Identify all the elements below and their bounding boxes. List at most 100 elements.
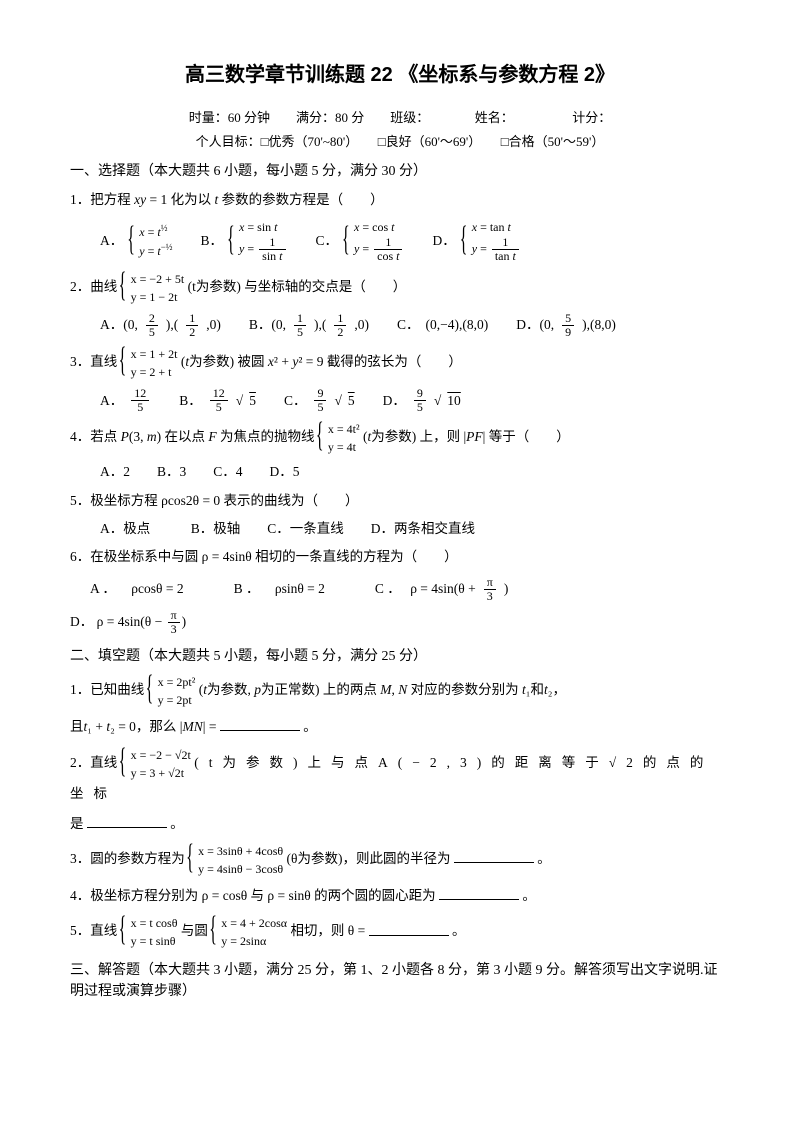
period: 。 [522,888,536,903]
q1-text: 1．把方程 xy = 1 化为以 t 参数的参数方程是（ ） [70,192,384,207]
brace-row: x = 2pt² [158,673,196,691]
q2-prefix: 2．曲线 [70,279,117,294]
f2-prefix: 2．直线 [70,755,117,770]
blank-input[interactable] [439,886,519,900]
opt-text: (0,−4),(8,0) [426,315,489,335]
fill-4: 4．极坐标方程分别为 ρ = cosθ 与 ρ = sinθ 的两个圆的圆心距为… [70,884,730,908]
opt-label: A． [100,231,123,251]
q1-opt-d: D． x = tan t y = 1tan t [432,218,520,263]
opt-text: ρsinθ = 2 [275,579,325,599]
q1-opt-b: B． x = sin t y = 1sin t [201,218,288,263]
f1-prefix: 1．已知曲线 [70,682,144,697]
q2-opt-b: B．(0,15),(12,0) [249,312,369,339]
q3-opt-d: D．95√10 [383,387,461,414]
brace-content: x = tan t y = 1tan t [462,218,521,263]
page-title: 高三数学章节训练题 22 《坐标系与参数方程 2》 [70,60,730,90]
fill-3: 3．圆的参数方程为 x = 3sinθ + 4cosθ y = 4sinθ − … [70,842,730,878]
opt-label: B ． [234,579,260,599]
fill-2b: 是 。 [70,812,730,836]
fill-5: 5．直线 x = t cosθ y = t sinθ 与圆 x = 4 + 2c… [70,914,730,950]
q1-opt-c: C． x = cos t y = 1cos t [316,218,405,263]
meta-line-1: 时量：60 分钟 满分：80 分 班级： 姓名： 计分： [70,108,730,128]
brace-row: x = t cosθ [131,914,178,932]
q3-suffix: (t为参数) 被圆 x² + y² = 9 截得的弦长为（ ） [181,354,462,369]
period: 。 [170,816,184,831]
f3-mid: (θ为参数)，则此圆的半径为 [287,851,451,866]
brace-row: y = 2sinα [221,932,287,950]
brace-row: x = 4t² [328,420,360,438]
question-1: 1．把方程 xy = 1 化为以 t 参数的参数方程是（ ） [70,188,730,212]
fill-2: 2．直线 x = −2 − √2t y = 3 + √2t (t为参数)上与点A… [70,746,730,806]
q6-opt-b: B ． ρsinθ = 2 [234,576,325,603]
q4-suffix: (t为参数) 上，则 |PF| 等于（ ） [363,430,570,445]
q6-opt-a: A ． ρcosθ = 2 [90,576,184,603]
brace-row: y = 4t [328,438,360,456]
q5-options: A．极点 B．极轴 C．一条直线 D．两条相交直线 [70,519,730,539]
period: 。 [537,851,551,866]
opt-label: A ． [90,579,116,599]
q6-options-row1: A ． ρcosθ = 2 B ． ρsinθ = 2 C ． ρ = 4sin… [70,576,730,603]
question-3: 3．直线 x = 1 + 2t y = 2 + t (t为参数) 被圆 x² +… [70,345,730,381]
opt-label: B． [201,231,224,251]
question-6: 6．在极坐标系中与圆 ρ = 4sinθ 相切的一条直线的方程为（ ） [70,545,730,569]
f3-brace: x = 3sinθ + 4cosθ y = 4sinθ − 3cosθ [188,842,283,878]
section-1-header: 一、选择题（本大题共 6 小题，每小题 5 分，满分 30 分） [70,161,730,182]
q6-opt-c: C ． ρ = 4sin(θ + π3) [375,576,508,603]
q2-options: A．(0,25),(12,0) B．(0,15),(12,0) C．(0,−4)… [70,312,730,339]
brace-row: x = −2 + 5t [131,270,185,288]
opt-label: D． [70,614,93,629]
question-4: 4．若点 P(3, m) 在以点 F 为焦点的抛物线 x = 4t² y = 4… [70,420,730,456]
opt-label: C． [316,231,339,251]
q2-suffix: (t为参数) 与坐标轴的交点是（ ） [188,279,407,294]
q2-brace: x = −2 + 5t y = 1 − 2t [121,270,185,306]
meta-line-2: 个人目标：□优秀（70'~80'） □良好（60'～69'） □合格（50'～5… [70,132,730,152]
f2-brace: x = −2 − √2t y = 3 + √2t [121,746,191,782]
brace-content: x = cos t y = 1cos t [344,218,404,263]
q6-opt-d: D． ρ = 4sin(θ − π3) [70,609,730,636]
f5-mid: 与圆 [181,924,208,939]
brace-row: y = t sinθ [131,932,178,950]
blank-input[interactable] [369,922,449,936]
brace-row: y = 4sinθ − 3cosθ [198,860,283,878]
q4-brace: x = 4t² y = 4t [318,420,360,456]
f1-mid: (t为参数, p为正常数) 上的两点 M, N 对应的参数分别为 t₁和t₂， [199,682,566,697]
brace-content: x = sin t y = 1sin t [229,218,287,263]
opt-text: ρcosθ = 2 [131,579,183,599]
f5-prefix: 5．直线 [70,924,117,939]
q3-brace: x = 1 + 2t y = 2 + t [121,345,178,381]
q1-options: A． x = t½ y = t−½ B． x = sin t y = 1sin … [70,218,730,263]
q3-prefix: 3．直线 [70,354,117,369]
q3-options: A．125 B．125√5 C．95√5 D．95√10 [70,387,730,414]
f1-brace: x = 2pt² y = 2pt [148,673,196,709]
fill-1: 1．已知曲线 x = 2pt² y = 2pt (t为参数, p为正常数) 上的… [70,673,730,709]
f5-brace1: x = t cosθ y = t sinθ [121,914,178,950]
brace-content: x = t½ y = t−½ [129,222,172,260]
brace-row: y = 3 + √2t [131,764,191,782]
q3-opt-b: B．125√5 [179,387,256,414]
blank-input[interactable] [87,814,167,828]
f5-brace2: x = 4 + 2cosα y = 2sinα [211,914,287,950]
brace-row: x = −2 − √2t [131,746,191,764]
f3-prefix: 3．圆的参数方程为 [70,851,185,866]
brace-row: y = 2pt [158,691,196,709]
q2-opt-c: C．(0,−4),(8,0) [397,312,488,339]
brace-row: y = 1 − 2t [131,288,185,306]
fill-1b: 且t₁ + t₂ = 0，那么 |MN| = 。 [70,715,730,739]
section-2-header: 二、填空题（本大题共 5 小题，每小题 5 分，满分 25 分） [70,646,730,667]
section-3-header: 三、解答题（本大题共 3 小题，满分 25 分，第 1、2 小题各 8 分，第 … [70,960,730,1002]
brace-row: x = 3sinθ + 4cosθ [198,842,283,860]
blank-input[interactable] [454,849,534,863]
brace-row: x = 4 + 2cosα [221,914,287,932]
period: 。 [303,719,317,734]
q1-opt-a: A． x = t½ y = t−½ [100,218,173,263]
brace-row: x = 1 + 2t [131,345,178,363]
f5-suffix: 相切，则 θ = [290,924,365,939]
period: 。 [452,924,466,939]
question-5: 5．极坐标方程 ρcos2θ = 0 表示的曲线为（ ） [70,489,730,513]
brace-row: y = 2 + t [131,363,178,381]
question-2: 2．曲线 x = −2 + 5t y = 1 − 2t (t为参数) 与坐标轴的… [70,270,730,306]
blank-input[interactable] [220,717,300,731]
f2-is: 是 [70,816,84,831]
opt-label: D． [432,231,455,251]
q4-options: A．2 B．3 C．4 D．5 [70,462,730,482]
